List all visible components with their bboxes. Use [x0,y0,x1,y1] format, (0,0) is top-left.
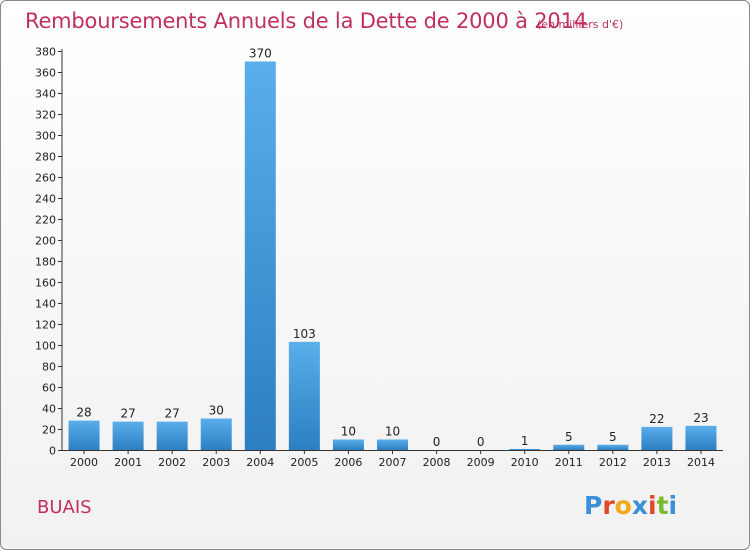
x-tick-label: 2008 [423,456,451,469]
y-tick-label: 100 [35,340,56,353]
bar-2001 [112,421,144,450]
commune-name: BUAIS [37,497,92,518]
y-tick-label: 340 [35,88,56,101]
bar-2011 [553,444,585,450]
bar-2003 [200,418,232,450]
x-tick-label: 2014 [687,456,715,469]
y-tick-label: 380 [35,46,56,59]
y-tick-label: 80 [42,361,56,374]
x-tick-label: 2009 [467,456,495,469]
bar-2012 [597,444,629,450]
bar-value-label: 1 [521,434,529,448]
axes [61,49,723,451]
logo-letter: i [668,491,678,520]
y-tick-label: 140 [35,298,56,311]
logo-letter: x [631,491,648,520]
bar-value-label: 10 [341,425,356,439]
y-tick-label: 260 [35,172,56,185]
logo-letter: r [602,491,615,520]
bar-2002 [156,421,188,450]
bar-value-label: 23 [693,411,708,425]
bar-value-label: 22 [649,412,664,426]
y-tick-label: 180 [35,256,56,269]
x-tick-label: 2011 [555,456,583,469]
x-tick-label: 2004 [246,456,274,469]
y-tick-label: 20 [42,424,56,437]
bar-value-label: 0 [433,435,441,449]
y-tick-label: 320 [35,109,56,122]
x-tick-label: 2000 [70,456,98,469]
y-tick-label: 280 [35,151,56,164]
bars: 28 27 27 30 370 103 10 10 0 0 1 5 5 22 23 [68,47,717,450]
bar-2005 [288,341,320,450]
bar-value-label: 5 [609,430,617,444]
bar-2007 [377,439,408,450]
y-tick-label: 200 [35,235,56,248]
chart-unit: (en milliers d'€) [537,18,624,31]
bar-2013 [641,426,673,450]
x-tick-label: 2010 [511,456,539,469]
bar-2000 [68,420,100,450]
bar-2006 [332,439,364,450]
y-tick-label: 0 [49,445,56,458]
logo-letter: P [584,491,603,520]
bar-value-label: 10 [385,425,400,439]
bar-value-label: 0 [477,435,485,449]
bar-value-label: 30 [209,404,224,418]
x-tick-label: 2007 [379,456,407,469]
bar-value-label: 103 [293,327,316,341]
y-tick-label: 240 [35,193,56,206]
bar-value-label: 28 [76,406,91,420]
y-tick-label: 40 [42,403,56,416]
bar-2014 [685,425,717,450]
x-tick-label: 2013 [643,456,671,469]
y-tick-label: 220 [35,214,56,227]
bar-value-label: 27 [120,407,135,421]
y-tick-label: 160 [35,277,56,290]
y-axis-ticks: 0 20 40 60 80 100 120 140 160 180 200 220 240 260 280 3… [35,46,62,458]
logo-letter: t [656,491,669,520]
x-tick-label: 2006 [334,456,362,469]
x-tick-label: 2005 [290,456,318,469]
y-tick-label: 60 [42,382,56,395]
x-axis-ticks: 2000 2001 2002 2003 2004 2005 2006 2007 2008 2009… [70,450,715,469]
bar-2010 [509,448,541,450]
bar-2004 [244,61,276,450]
x-tick-label: 2002 [158,456,186,469]
proxiti-logo: Proxiti [584,491,677,520]
x-tick-label: 2001 [114,456,142,469]
chart-title: Remboursements Annuels de la Dette de 20… [25,9,587,33]
y-tick-label: 360 [35,67,56,80]
y-tick-label: 300 [35,130,56,143]
bar-value-label: 370 [249,47,272,61]
x-tick-label: 2012 [599,456,627,469]
bar-value-label: 5 [565,430,573,444]
logo-letter: i [648,491,657,520]
logo-letter: o [614,491,632,520]
x-tick-label: 2003 [202,456,230,469]
bar-value-label: 27 [165,407,180,421]
y-tick-label: 120 [35,319,56,332]
